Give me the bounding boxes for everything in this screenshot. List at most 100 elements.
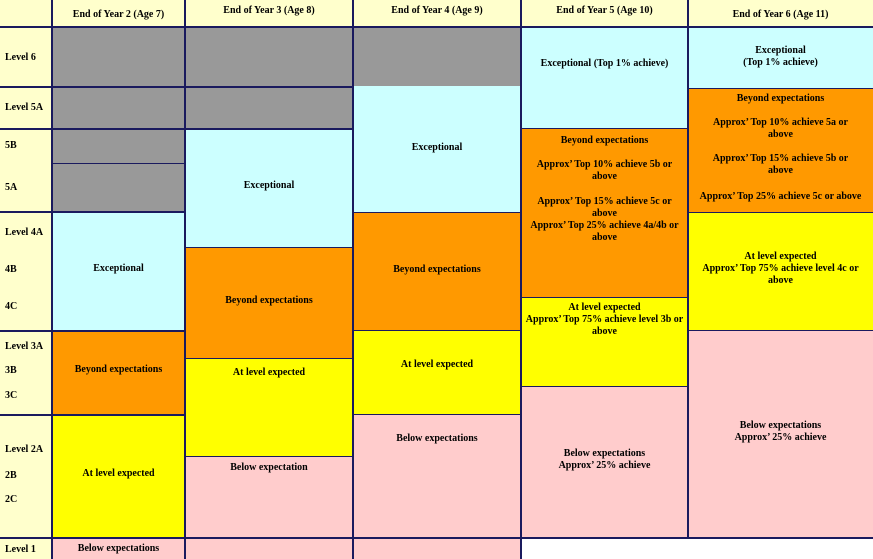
level-column <box>0 27 52 559</box>
year3-at-level: At level expected <box>185 358 353 456</box>
year2-beyond: Beyond expectations <box>52 330 185 414</box>
gridline-h-y3-pink <box>185 456 353 457</box>
year5-exceptional-label: Exceptional (Top 1% achieve) <box>540 58 669 69</box>
header-year5-label: End of Year 5 (Age 10) <box>556 5 653 16</box>
year2-exceptional: Exceptional <box>52 211 185 330</box>
year2-exceptional-label: Exceptional <box>93 263 144 274</box>
level-6-label: Level 6 <box>5 52 36 63</box>
year6-beyond-top10: Approx’ Top 10% achieve 5a or above <box>713 117 848 140</box>
header-year3: End of Year 3 (Age 8) <box>185 0 353 27</box>
level-2c-label: 2C <box>5 494 18 505</box>
gridline-h-5c <box>52 163 185 164</box>
level-4c-label: 4C <box>5 301 18 312</box>
year6-beyond-top15: Approx’ Top 15% achieve 5b or above <box>712 153 849 176</box>
gridline-h-y5-pink <box>521 386 688 387</box>
year5-beyond-top10: Approx’ Top 10% achieve 5b or above <box>536 159 673 182</box>
year6-exceptional-title: Exceptional <box>755 45 806 56</box>
level-1-label: Level 1 <box>5 544 36 555</box>
year6-at-level-title: At level expected <box>744 251 817 262</box>
year3-exceptional: Exceptional <box>185 128 353 247</box>
gridline-h-y4-orange <box>353 212 521 213</box>
gridline-h-5b <box>0 128 185 130</box>
year4-beyond-label: Beyond expectations <box>393 264 481 275</box>
gridline-v-1 <box>184 0 186 559</box>
gridline-h-y5-orange <box>521 128 688 129</box>
year3-beyond: Beyond expectations <box>185 247 353 358</box>
gridline-h-y3-yellow <box>185 358 353 359</box>
year3-grey-level6 <box>185 27 353 86</box>
year4-at-level-label: At level expected <box>400 359 474 370</box>
level-2a-label: Level 2A <box>5 444 44 455</box>
year4-exceptional-label: Exceptional <box>411 142 463 153</box>
year4-below: Below expectations <box>353 414 521 559</box>
level-4a-label: Level 4A <box>5 227 44 238</box>
header-year6: End of Year 6 (Age 11) <box>688 0 873 27</box>
year2-below: Below expectations <box>52 537 185 559</box>
year6-below-title: Below expectations <box>739 420 822 431</box>
year6-beyond-top25: Approx’ Top 25% achieve 5c or above <box>699 191 862 202</box>
header-year2: End of Year 2 (Age 7) <box>52 0 185 27</box>
year3-below-label: Below expectation <box>230 462 308 473</box>
year2-at-level: At level expected <box>52 414 185 537</box>
year3-exceptional-label: Exceptional <box>243 180 295 191</box>
year5-below: Below expectations Approx’ 25% achieve <box>521 386 688 537</box>
year4-at-level: At level expected <box>353 330 521 414</box>
header-corner <box>0 0 52 27</box>
gridline-h-y6-orange <box>688 88 873 89</box>
gridline-h-y4-pink <box>353 414 521 415</box>
year5-beyond-top25: Approx’ Top 25% achieve 4a/4b or above <box>530 220 679 243</box>
year4-exceptional: Exceptional <box>353 86 521 212</box>
gridline-h-y5-yellow <box>521 297 688 298</box>
gridline-h-y4-yellow <box>353 330 521 331</box>
year3-beyond-label: Beyond expectations <box>225 295 313 306</box>
level-2b-label: 2B <box>5 470 17 481</box>
level-5c-label: 5A <box>5 182 18 193</box>
year6-exceptional: Exceptional (Top 1% achieve) <box>688 27 873 88</box>
gridline-v-2 <box>352 0 354 559</box>
year2-grey-level5a <box>52 86 185 128</box>
year2-at-level-label: At level expected <box>82 468 155 479</box>
year5-at-level-top75: Approx’ Top 75% achieve level 3b or abov… <box>525 314 684 337</box>
gridline-h-y3-orange <box>185 247 353 248</box>
gridline-h-level1 <box>0 537 873 539</box>
year6-exceptional-pct: (Top 1% achieve) <box>743 57 818 68</box>
gridline-h-y6-pink <box>688 330 873 331</box>
year3-at-level-label: At level expected <box>232 367 306 378</box>
year5-at-level-title: At level expected <box>568 302 641 313</box>
year6-below: Below expectations Approx’ 25% achieve <box>688 330 873 537</box>
level-4b-label: 4B <box>5 264 17 275</box>
year2-grey-5c <box>52 163 185 211</box>
gridline-v-0 <box>51 0 53 559</box>
year6-at-level: At level expected Approx’ Top 75% achiev… <box>688 212 873 330</box>
year5-below-pct: Approx’ 25% achieve <box>558 460 651 471</box>
year2-beyond-label: Beyond expectations <box>74 364 163 375</box>
gridline-v-3 <box>520 0 522 559</box>
year6-below-pct: Approx’ 25% achieve <box>734 432 827 443</box>
gridline-h-level5a <box>0 86 353 88</box>
header-year3-label: End of Year 3 (Age 8) <box>223 5 315 16</box>
header-year2-label: End of Year 2 (Age 7) <box>72 9 165 20</box>
year5-exceptional: Exceptional (Top 1% achieve) <box>521 27 688 128</box>
year2-grey-5b <box>52 128 185 163</box>
level-5a-label: Level 5A <box>5 102 44 113</box>
level-3c-label: 3C <box>5 390 18 401</box>
gridline-h-level2a <box>0 414 185 416</box>
gridline-h-header <box>0 26 873 28</box>
year5-beyond-title: Beyond expectations <box>560 135 649 146</box>
gridline-h-y6-yellow <box>688 212 873 213</box>
year5-at-level: At level expected Approx’ Top 75% achiev… <box>521 297 688 386</box>
level-5b-label: 5B <box>5 140 17 151</box>
gridline-v-4 <box>687 0 689 537</box>
header-year6-label: End of Year 6 (Age 11) <box>732 9 829 20</box>
year5-beyond: Beyond expectations Approx’ Top 10% achi… <box>521 128 688 297</box>
level-3b-label: 3B <box>5 365 17 376</box>
gridline-h-y3-blue <box>185 128 353 130</box>
gridline-h-level4a <box>0 211 185 213</box>
year2-grey-level6 <box>52 27 185 86</box>
year4-grey-level6 <box>353 27 521 86</box>
header-year4: End of Year 4 (Age 9) <box>353 0 521 27</box>
level-3a-label: Level 3A <box>5 341 44 352</box>
year3-below: Below expectation <box>185 456 353 559</box>
year2-below-label: Below expectations <box>77 543 160 554</box>
year4-below-label: Below expectations <box>396 433 478 444</box>
